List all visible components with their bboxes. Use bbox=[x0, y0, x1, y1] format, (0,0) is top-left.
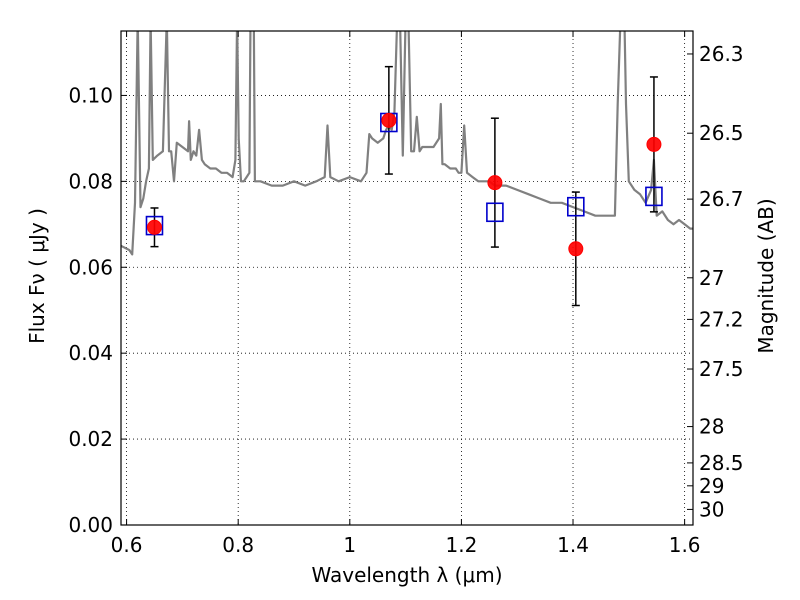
magnitude-tick-label: 27.5 bbox=[699, 357, 744, 381]
x-axis-label: Wavelength λ (μm) bbox=[311, 563, 502, 587]
observed-point-marker bbox=[381, 112, 397, 128]
magnitude-tick-label: 28 bbox=[699, 415, 724, 439]
x-tick-label: 1.2 bbox=[446, 533, 478, 557]
magnitude-tick-label: 28.5 bbox=[699, 451, 744, 475]
y-tick-label: 0.08 bbox=[68, 169, 113, 193]
plot-frame bbox=[120, 30, 694, 526]
model-point-marker bbox=[645, 186, 663, 207]
y-tick-label: 0.06 bbox=[68, 255, 113, 279]
magnitude-tick-label: 30 bbox=[699, 497, 724, 521]
y-tick-label: 0.02 bbox=[68, 427, 113, 451]
y-axis-label: Flux Fν ( μJy ) bbox=[25, 208, 49, 344]
y-tick-label: 0.10 bbox=[68, 83, 113, 107]
plot-area bbox=[121, 31, 693, 307]
magnitude-tick-label: 26.5 bbox=[699, 121, 744, 145]
x-tick-label: 1 bbox=[343, 533, 356, 557]
magnitude-tick-label: 27 bbox=[699, 266, 724, 290]
axes: 0.6 0.8 1 1.2 1.4 1.6 0.00 0.02 0.04 0.06 0.08 0.10… bbox=[68, 31, 744, 557]
model-spectrum-line bbox=[121, 31, 693, 256]
right-axis-label: Magnitude (AB) bbox=[754, 198, 778, 353]
magnitude-tick-label: 26.3 bbox=[699, 42, 744, 66]
x-tick-label: 0.8 bbox=[222, 533, 254, 557]
observed-point-marker bbox=[646, 136, 662, 152]
magnitude-tick-label: 26.7 bbox=[699, 187, 744, 211]
x-tick-label: 1.6 bbox=[669, 533, 701, 557]
model-point-marker bbox=[486, 202, 504, 223]
model-point-marker bbox=[567, 196, 585, 217]
magnitude-tick-label: 27.2 bbox=[699, 307, 744, 331]
magnitude-tick-label: 29 bbox=[699, 474, 724, 498]
x-tick-label: 0.6 bbox=[111, 533, 143, 557]
y-tick-label: 0.00 bbox=[68, 513, 113, 537]
grid bbox=[121, 31, 693, 526]
observed-point-marker bbox=[146, 219, 162, 235]
observed-point-marker bbox=[568, 241, 584, 257]
y-tick-label: 0.04 bbox=[68, 341, 113, 365]
x-tick-label: 1.4 bbox=[557, 533, 589, 557]
observed-point-marker bbox=[487, 175, 503, 191]
